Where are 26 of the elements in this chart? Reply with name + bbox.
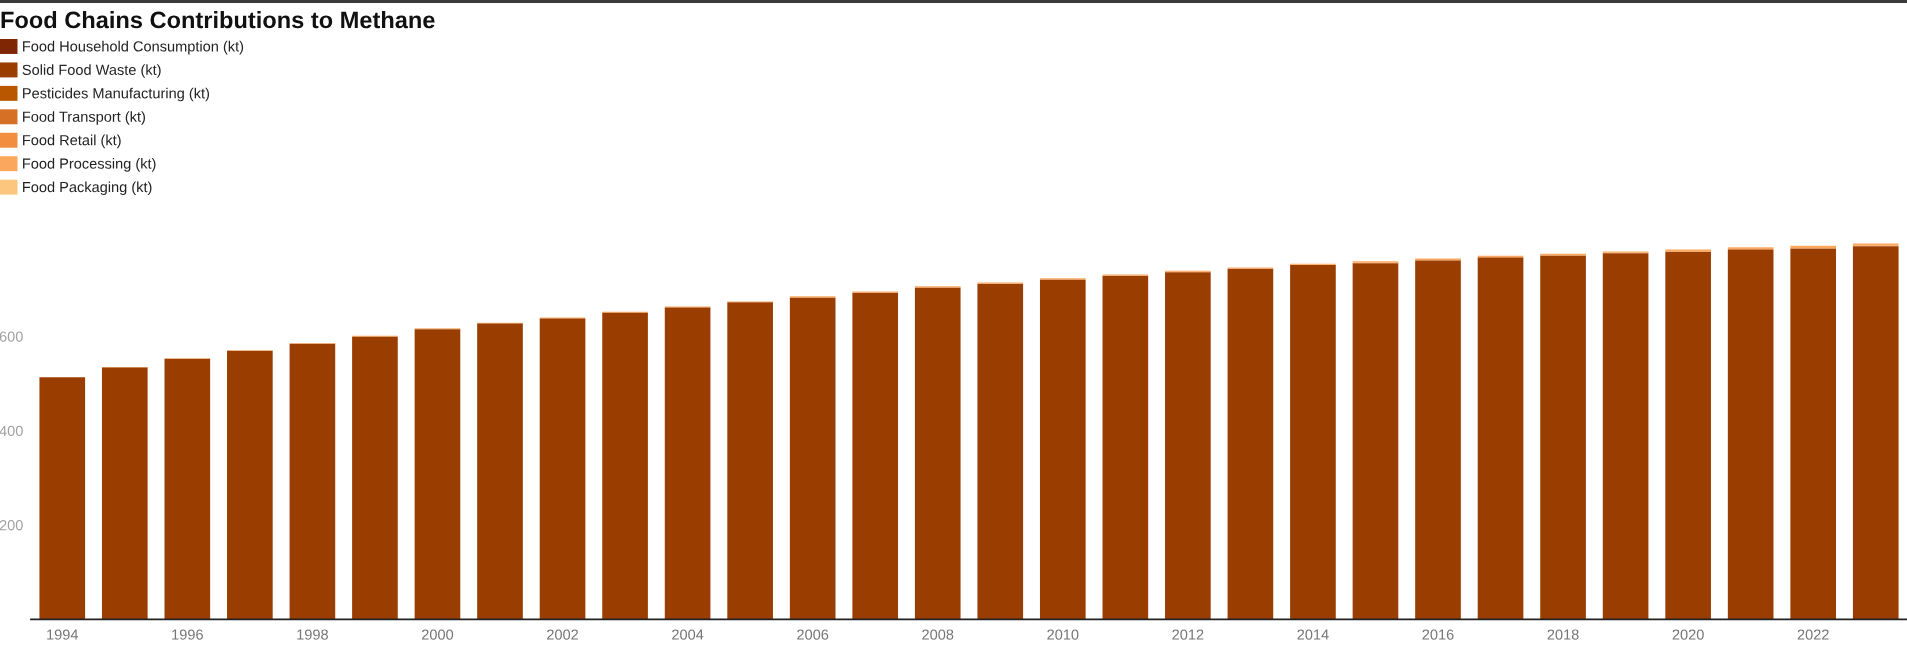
legend-label: Food Retail (kt) [23, 134, 121, 149]
y-tick-label: 600 [0, 331, 23, 342]
x-tick-label: 2004 [672, 629, 704, 640]
x-tick-label: 2014 [1297, 629, 1329, 640]
legend-label: Food Transport (kt) [23, 111, 145, 125]
x-tick-label: 2016 [1422, 629, 1454, 640]
chart-title: Food Chains Contributions to Methane [1, 11, 435, 29]
x-tick-label: 2018 [1547, 629, 1579, 640]
x-tick-label: 2006 [797, 629, 829, 640]
x-tick-label: 2002 [547, 629, 579, 640]
x-tick-label: 1996 [172, 629, 203, 640]
x-tick-label: 2020 [1672, 629, 1704, 640]
x-tick-label: 2000 [421, 629, 454, 640]
x-tick-label: 2008 [922, 629, 954, 640]
x-tick-label: 2022 [1797, 629, 1829, 640]
legend-label: Food Household Consumption (kt) [23, 40, 244, 55]
legend-label: Food Processing (kt) [23, 158, 156, 172]
legend-label: Solid Food Waste (kt) [22, 64, 161, 78]
legend-label: Food Packaging (kt) [23, 181, 152, 196]
x-tick-label: 2010 [1047, 629, 1079, 640]
y-tick-label: 200 [0, 520, 23, 531]
x-tick-label: 1998 [297, 629, 328, 640]
x-tick-label: 1994 [47, 629, 79, 640]
x-tick-label: 2012 [1172, 629, 1204, 640]
legend-label: Pesticides Manufacturing (kt) [23, 87, 210, 102]
y-tick-label: 400 [0, 425, 23, 437]
